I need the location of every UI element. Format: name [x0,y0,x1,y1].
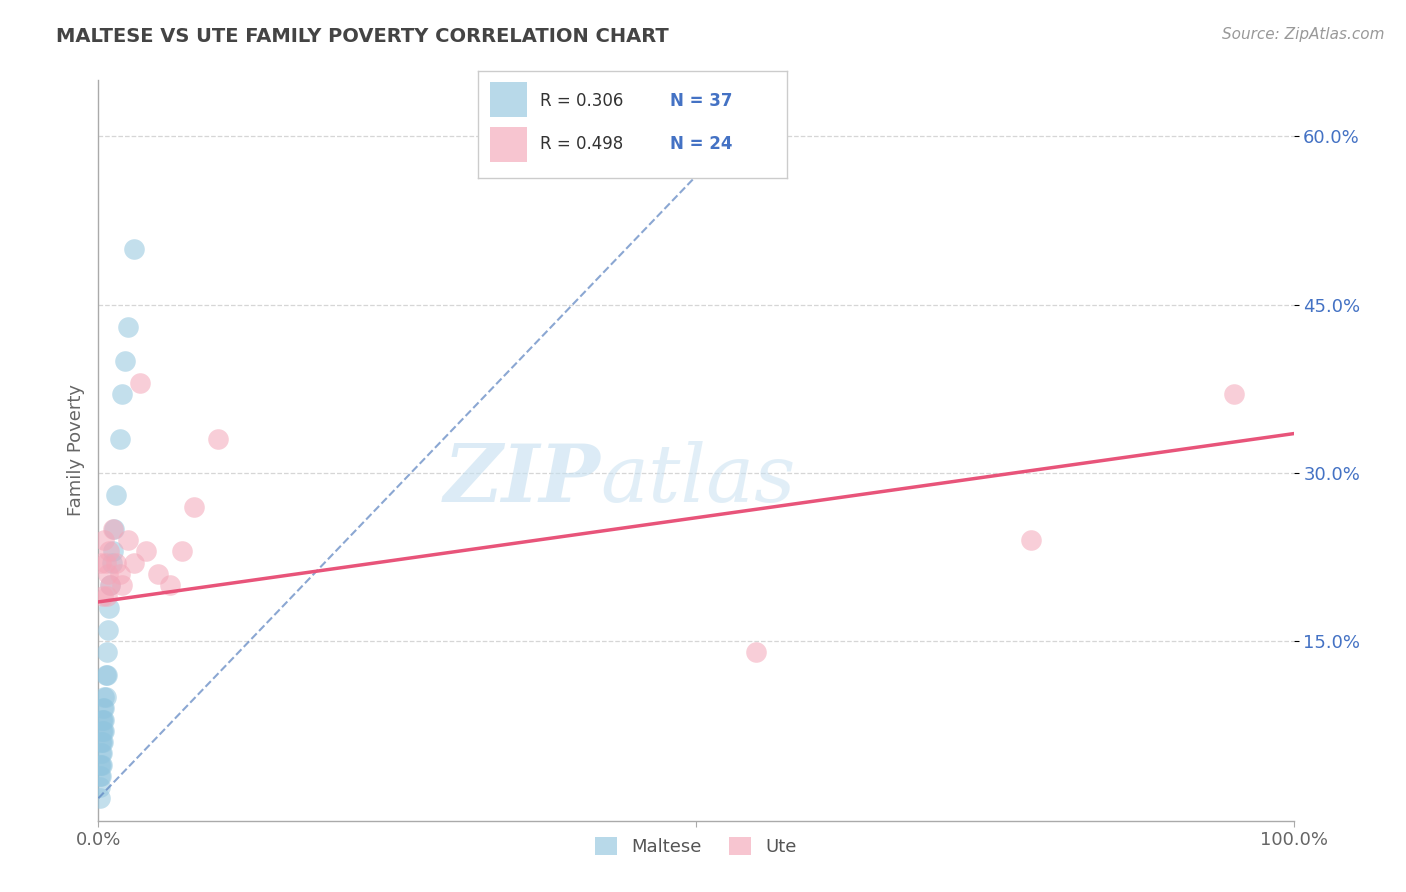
Point [124,556,146,570]
Point [108,566,131,581]
Point [94,668,117,682]
Point [91,757,114,772]
Point [93,701,115,715]
Point [91,701,114,715]
Point [90,747,112,761]
Point [97,623,120,637]
Point [101,544,124,558]
Point [1223,387,1246,401]
Point [96,589,118,603]
Point [114,353,136,368]
Point [103,522,125,536]
Point [90,757,112,772]
Point [97,566,120,581]
Point [98,578,122,592]
Text: R = 0.498: R = 0.498 [540,135,623,153]
Point [96,645,118,659]
Point [108,432,131,446]
Point [89,791,111,805]
Point [148,566,170,581]
Point [172,544,194,558]
Point [105,556,128,570]
Point [89,780,111,794]
Point [94,690,117,705]
Point [89,757,111,772]
Point [91,713,114,727]
Point [124,242,146,256]
Point [91,713,114,727]
Point [745,645,768,659]
Point [111,387,134,401]
Point [100,556,122,570]
FancyBboxPatch shape [491,82,527,118]
Point [90,769,112,783]
Text: Source: ZipAtlas.com: Source: ZipAtlas.com [1222,27,1385,42]
Point [159,578,181,592]
Point [93,713,115,727]
Point [98,578,122,592]
Y-axis label: Family Poverty: Family Poverty [66,384,84,516]
Point [98,600,121,615]
Point [90,556,112,570]
Text: N = 37: N = 37 [669,92,733,110]
Point [1019,533,1042,548]
Point [111,578,134,592]
Point [129,376,152,391]
Point [105,488,128,502]
Point [91,735,114,749]
Point [91,723,114,738]
Point [90,735,112,749]
Point [96,668,118,682]
Point [98,544,121,558]
Point [117,320,139,334]
Point [91,723,114,738]
Point [91,747,114,761]
Point [91,589,114,603]
Point [91,735,114,749]
Point [93,723,115,738]
Point [135,544,157,558]
Text: R = 0.306: R = 0.306 [540,92,623,110]
Point [94,556,117,570]
Point [117,533,139,548]
Text: MALTESE VS UTE FAMILY POVERTY CORRELATION CHART: MALTESE VS UTE FAMILY POVERTY CORRELATIO… [56,27,669,45]
Point [93,533,115,548]
Point [101,522,124,536]
Point [183,500,205,514]
Legend: Maltese, Ute: Maltese, Ute [588,830,804,863]
Point [89,769,111,783]
Text: ZIP: ZIP [443,442,600,519]
Point [207,432,229,446]
Point [93,690,115,705]
Text: N = 24: N = 24 [669,135,733,153]
Text: atlas: atlas [600,442,796,519]
FancyBboxPatch shape [491,127,527,162]
